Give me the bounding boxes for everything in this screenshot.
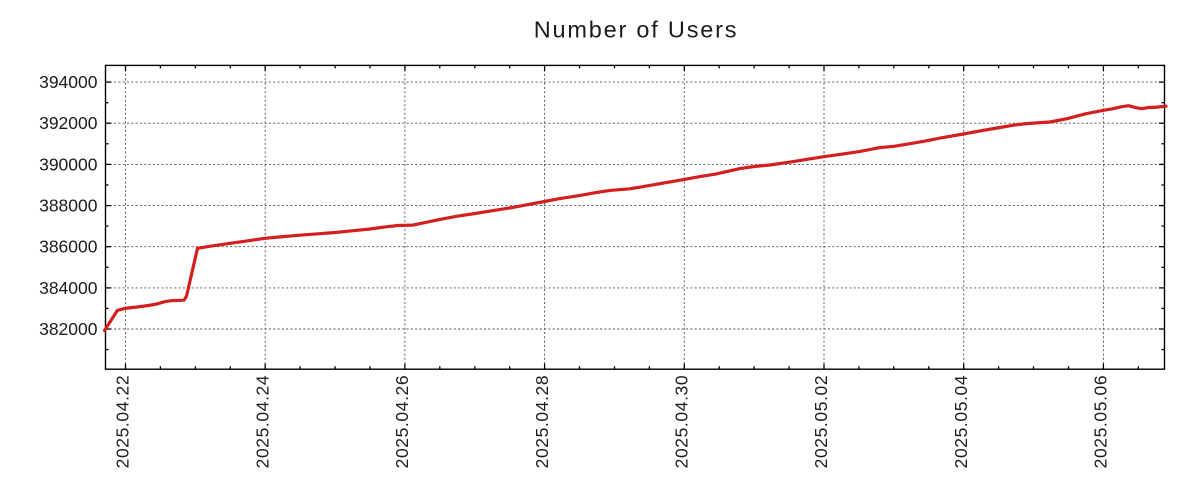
svg-text:390000: 390000 — [39, 154, 98, 174]
svg-text:382000: 382000 — [39, 319, 98, 339]
svg-text:Number of Users: Number of Users — [534, 16, 739, 42]
svg-text:392000: 392000 — [39, 113, 98, 133]
svg-text:2025.04.22: 2025.04.22 — [113, 375, 133, 469]
svg-text:2025.04.26: 2025.04.26 — [392, 375, 412, 469]
svg-text:2025.05.06: 2025.05.06 — [1091, 375, 1111, 469]
svg-text:2025.04.24: 2025.04.24 — [252, 375, 272, 469]
svg-text:394000: 394000 — [39, 72, 98, 92]
svg-text:384000: 384000 — [39, 278, 98, 298]
svg-text:2025.04.28: 2025.04.28 — [532, 375, 552, 469]
svg-text:388000: 388000 — [39, 196, 98, 216]
svg-text:2025.05.04: 2025.05.04 — [951, 375, 971, 469]
svg-text:2025.04.30: 2025.04.30 — [672, 375, 692, 469]
svg-text:386000: 386000 — [39, 237, 98, 257]
svg-text:2025.05.02: 2025.05.02 — [811, 375, 831, 469]
